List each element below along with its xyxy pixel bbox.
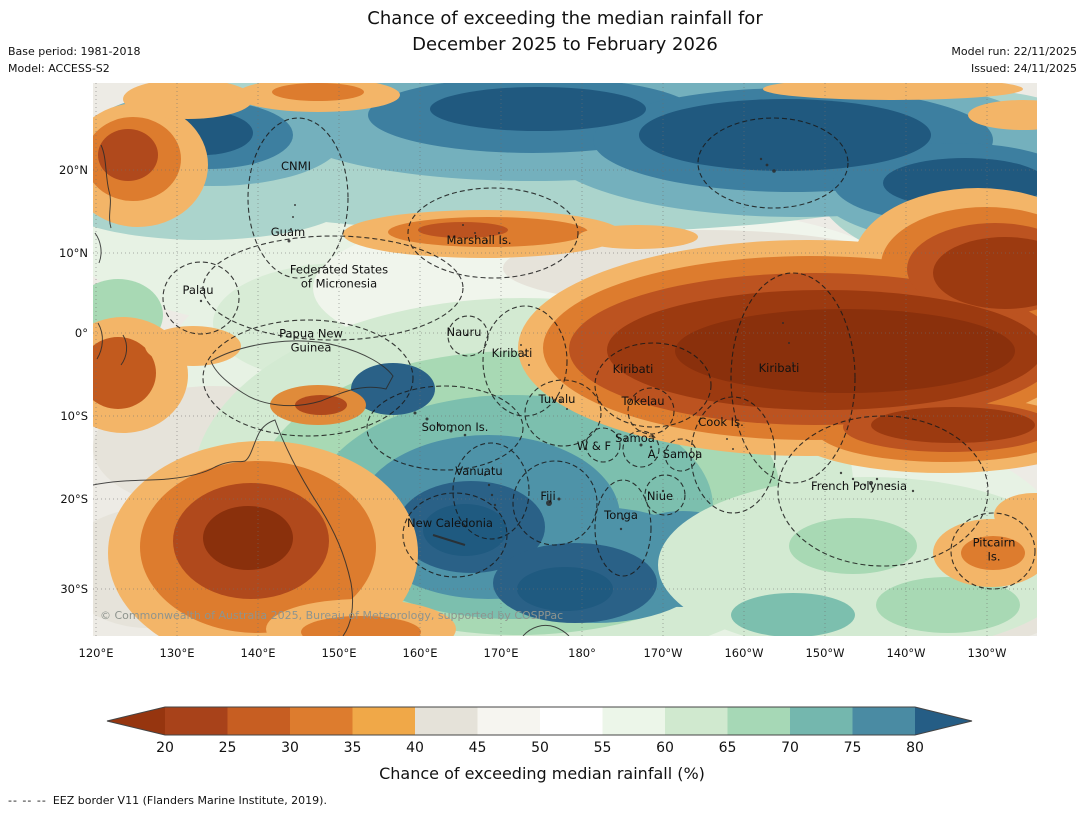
colorbar-tick-label: 80 bbox=[906, 740, 924, 756]
eez-footnote-text: EEZ border V11 (Flanders Marine Institut… bbox=[52, 794, 327, 807]
lon-tick-label: 140°E bbox=[240, 646, 276, 660]
colorbar-tick-label: 35 bbox=[343, 740, 362, 756]
lon-tick-label: 170°E bbox=[483, 646, 519, 660]
eez-footnote: -- -- -- EEZ border V11 (Flanders Marine … bbox=[8, 794, 327, 807]
copyright-notice: © Commonwealth of Australia 2025, Bureau… bbox=[100, 609, 564, 622]
colorbar-tick-label: 40 bbox=[406, 740, 424, 756]
model-metadata-left: Base period: 1981-2018 Model: ACCESS-S2 bbox=[8, 43, 140, 77]
lon-tick-label: 180° bbox=[568, 646, 596, 660]
page-title: Chance of exceeding the median rainfall … bbox=[93, 6, 1037, 58]
lat-tick-label: 10°N bbox=[59, 246, 88, 260]
lat-tick-label: 30°S bbox=[60, 582, 88, 596]
lon-tick-label: 150°E bbox=[321, 646, 357, 660]
lon-tick-label: 150°W bbox=[805, 646, 845, 660]
lon-tick-label: 170°W bbox=[643, 646, 683, 660]
colorbar-outline bbox=[106, 706, 973, 736]
model-run-label: Model run: 22/11/2025 bbox=[951, 45, 1077, 58]
lat-tick-label: 20°S bbox=[60, 492, 88, 506]
colorbar-tick-label: 45 bbox=[468, 740, 487, 756]
colorbar-scale bbox=[106, 706, 973, 736]
pacific-rainfall-map: CNMI Guam Marshall Is. Federated States of … bbox=[93, 83, 1037, 636]
colorbar-arrow-right bbox=[915, 707, 972, 735]
eez-borders bbox=[162, 117, 1036, 590]
title-line1: Chance of exceeding the median rainfall … bbox=[367, 8, 763, 29]
colorbar-tick-label: 65 bbox=[718, 740, 737, 756]
contour-art bbox=[93, 83, 1037, 636]
lon-tick-label: 160°W bbox=[724, 646, 764, 660]
colorbar-tick-label: 55 bbox=[593, 740, 612, 756]
colorbar-tick-label: 50 bbox=[531, 740, 549, 756]
lat-tick-label: 20°N bbox=[59, 163, 88, 177]
lon-tick-label: 160°E bbox=[402, 646, 438, 660]
colorbar-tick-label: 60 bbox=[656, 740, 674, 756]
colorbar: 20 25 30 35 40 45 50 55 60 65 70 75 80 Chance of exc… bbox=[102, 706, 982, 806]
model-label: Model: ACCESS-S2 bbox=[8, 62, 110, 75]
model-metadata-right: Model run: 22/11/2025 Issued: 24/11/2025 bbox=[951, 43, 1077, 77]
lat-tick-label: 10°S bbox=[60, 409, 88, 423]
colorbar-segments bbox=[165, 707, 915, 735]
colorbar-tick-label: 30 bbox=[281, 740, 299, 756]
colorbar-tick-label: 70 bbox=[781, 740, 799, 756]
rainfall-probability-contours bbox=[93, 83, 1037, 636]
lon-tick-label: 120°E bbox=[78, 646, 114, 660]
lat-tick-label: 0° bbox=[74, 326, 88, 340]
colorbar-arrow-left bbox=[107, 707, 165, 735]
issued-label: Issued: 24/11/2025 bbox=[970, 62, 1077, 75]
lon-tick-label: 140°W bbox=[886, 646, 926, 660]
lon-tick-label: 130°W bbox=[967, 646, 1007, 660]
base-period-label: Base period: 1981-2018 bbox=[8, 45, 141, 58]
colorbar-tick-label: 25 bbox=[218, 740, 237, 756]
colorbar-tick-label: 75 bbox=[843, 740, 862, 756]
title-line2: December 2025 to February 2026 bbox=[412, 34, 718, 55]
colorbar-title: Chance of exceeding median rainfall (%) bbox=[379, 764, 705, 783]
eez-dash-sample: -- -- -- bbox=[8, 794, 47, 807]
coastlines bbox=[93, 144, 991, 636]
lon-tick-label: 130°E bbox=[159, 646, 195, 660]
colorbar-tick-label: 20 bbox=[156, 740, 174, 756]
